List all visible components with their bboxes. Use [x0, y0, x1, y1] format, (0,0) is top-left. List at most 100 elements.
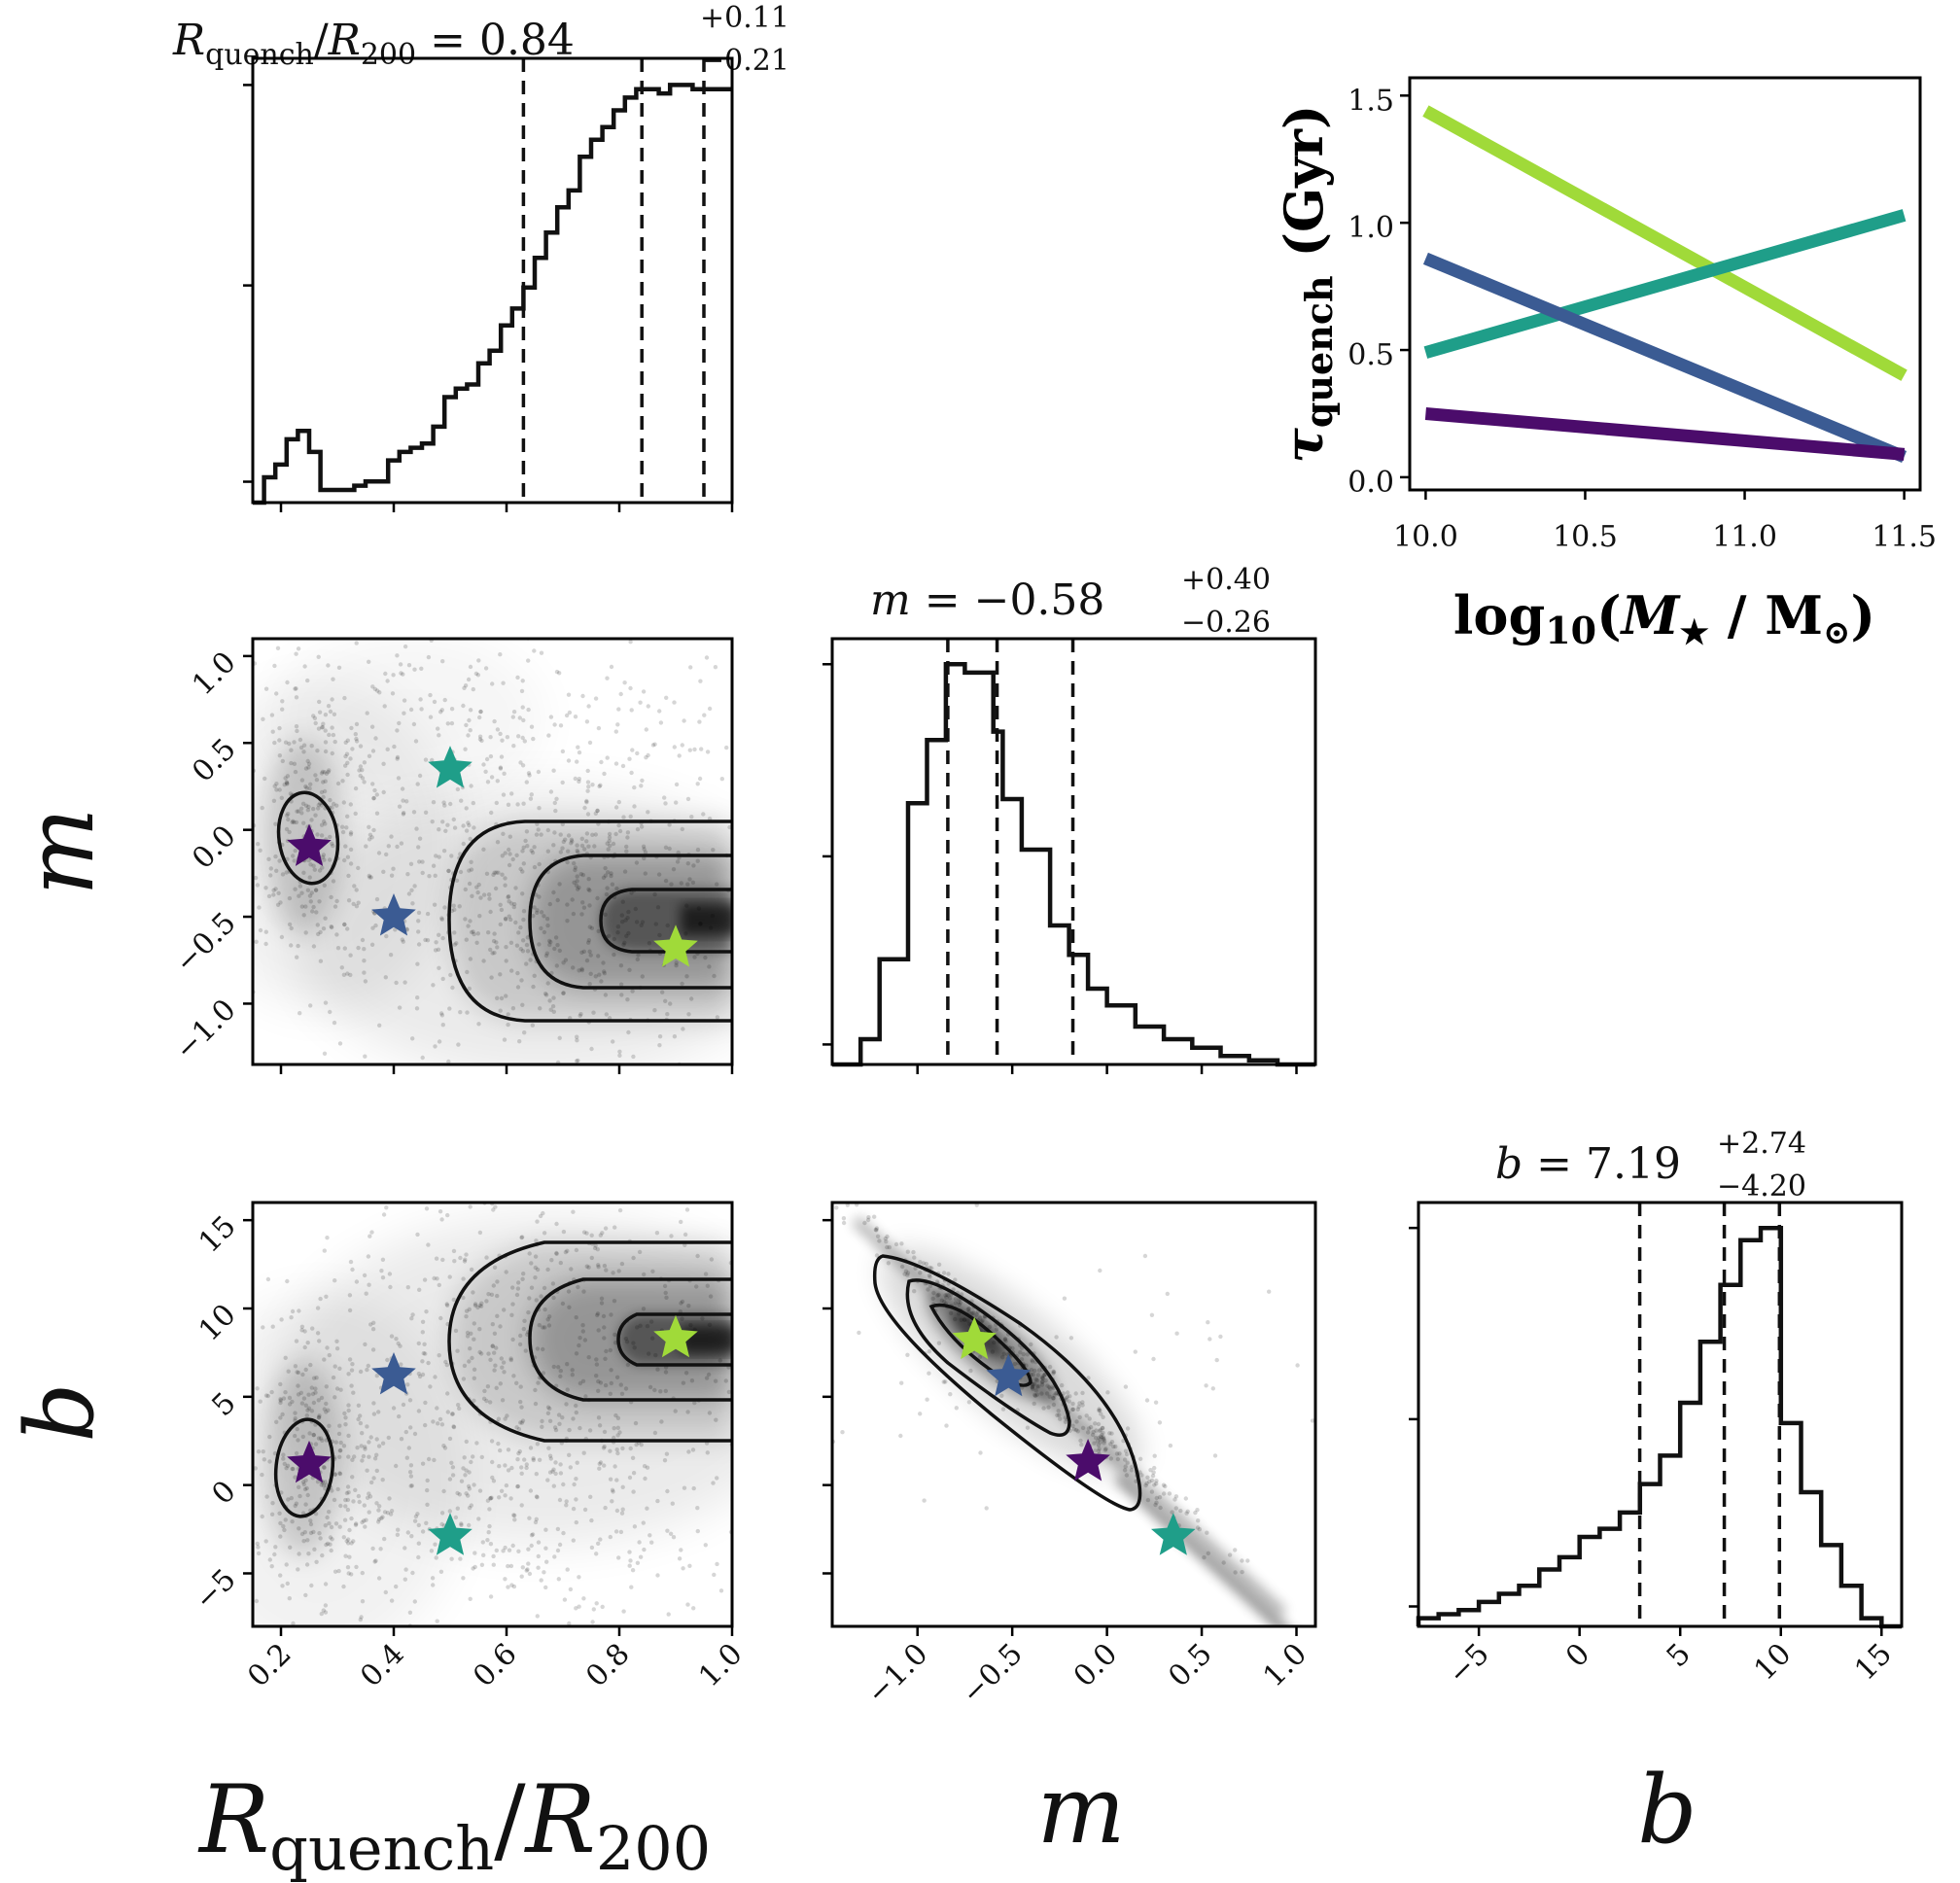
sample-point [588, 953, 593, 958]
sample-point [363, 979, 368, 984]
sample-point [343, 763, 348, 768]
sample-point [472, 1551, 477, 1555]
sample-point [796, 1487, 800, 1491]
sample-point [501, 792, 507, 797]
sample-point [377, 690, 382, 695]
sample-point [286, 812, 291, 817]
sample-point [420, 1529, 426, 1534]
sample-point [712, 973, 717, 979]
sample-point [670, 1501, 675, 1506]
sample-point [484, 756, 490, 762]
sample-point [575, 1460, 579, 1465]
sample-point [674, 782, 680, 787]
sample-point [506, 1022, 510, 1028]
sample-point [893, 1241, 899, 1247]
sample-point [948, 1310, 954, 1316]
sample-point [322, 788, 328, 794]
sample-point [503, 1416, 508, 1421]
sample-point [642, 1081, 646, 1085]
sample-point [1162, 1491, 1167, 1496]
sample-point [742, 1541, 746, 1545]
sample-point [680, 981, 684, 987]
sample-point [621, 815, 626, 819]
sample-point [766, 1327, 770, 1331]
sample-point [459, 798, 464, 803]
sample-point [645, 1506, 649, 1511]
sample-point [519, 1420, 525, 1425]
sample-point [566, 692, 572, 697]
sample-point [302, 1329, 307, 1334]
sample-point [597, 972, 602, 977]
sample-point [495, 840, 501, 845]
sample-point [468, 708, 473, 713]
sample-point [367, 1454, 371, 1459]
sample-point [1051, 1371, 1056, 1376]
tau-x-tick-label: 11.5 [1872, 520, 1937, 554]
sample-point [745, 1304, 749, 1308]
y-tick-label: −0.5 [168, 906, 242, 980]
sample-point [263, 929, 268, 934]
sample-point [627, 1550, 632, 1554]
sample-point [705, 1181, 709, 1185]
sample-point [328, 1009, 332, 1015]
sample-point [622, 869, 628, 874]
sample-point [1070, 1423, 1075, 1429]
sample-point [1063, 1415, 1068, 1420]
sample-point [603, 1226, 609, 1231]
y-tick-label: 15 [192, 1209, 243, 1260]
sample-point [488, 1400, 493, 1405]
sample-point [495, 625, 499, 629]
sample-point [685, 1602, 690, 1607]
sample-point [439, 917, 444, 922]
sample-point [646, 810, 650, 815]
sample-point [749, 889, 752, 892]
sample-point [385, 1511, 391, 1516]
sample-point [865, 1217, 871, 1223]
sample-point [494, 940, 499, 945]
sample-point [691, 1606, 696, 1611]
x-tick-label: 0 [1559, 1637, 1596, 1674]
sample-point [507, 899, 511, 904]
sample-point [1152, 1453, 1157, 1458]
sample-point [667, 846, 672, 852]
sample-point [615, 924, 621, 929]
sample-point [261, 1449, 265, 1454]
sample-point [322, 1465, 327, 1471]
sample-point [703, 955, 708, 960]
sample-point [503, 916, 508, 922]
sample-point [334, 1386, 340, 1391]
sample-point [458, 1556, 463, 1561]
sample-point [663, 845, 669, 850]
sample-point [615, 930, 620, 935]
sample-point [567, 1621, 572, 1626]
b-vs-rquench-frame [251, 1201, 734, 1628]
sample-point [280, 872, 286, 877]
sample-point [439, 1511, 445, 1516]
sample-point [654, 1231, 660, 1236]
sample-point [402, 644, 408, 649]
sample-point [440, 659, 445, 664]
sample-point [311, 904, 316, 910]
sample-point [253, 1466, 258, 1471]
sample-point [491, 1283, 496, 1288]
sample-point [565, 1362, 570, 1367]
sample-point [776, 1320, 780, 1324]
sample-point [631, 1341, 636, 1345]
sample-point [553, 1460, 558, 1465]
sample-point [579, 968, 584, 973]
sample-point [536, 1380, 541, 1385]
sample-point [584, 800, 589, 805]
sample-point [611, 1489, 615, 1494]
sample-point [363, 1054, 368, 1059]
sample-point [469, 859, 473, 864]
sample-point [1050, 1384, 1055, 1389]
sample-point [495, 779, 500, 784]
sample-point [801, 1421, 805, 1425]
sample-point [292, 819, 297, 825]
sample-point [385, 747, 390, 751]
sample-point [277, 858, 282, 863]
sample-point [1240, 1569, 1244, 1575]
sample-point [1096, 1421, 1102, 1427]
sample-point [417, 859, 422, 864]
sample-point [312, 715, 318, 720]
